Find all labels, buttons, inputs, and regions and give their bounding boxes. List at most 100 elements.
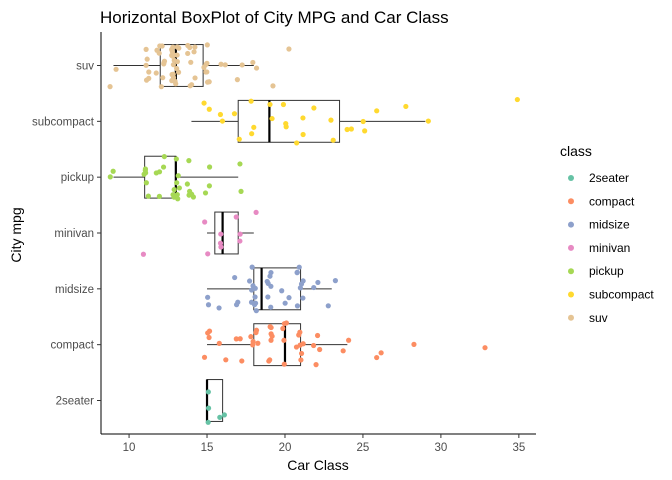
data-point	[236, 136, 242, 142]
data-point	[237, 238, 243, 244]
data-point	[234, 77, 240, 83]
data-point	[268, 337, 274, 343]
data-point	[317, 346, 323, 353]
data-point	[143, 62, 149, 68]
data-point	[169, 46, 175, 53]
data-point	[315, 279, 321, 286]
data-point	[110, 168, 116, 174]
data-point	[161, 60, 167, 66]
data-point	[253, 65, 260, 71]
data-point	[249, 264, 255, 270]
data-point	[201, 64, 207, 70]
data-point	[411, 341, 417, 347]
data-point	[186, 158, 192, 164]
data-point	[113, 66, 119, 72]
data-point	[184, 181, 190, 187]
data-point	[268, 304, 274, 310]
y-tick-label: suv	[76, 61, 94, 73]
y-tick-label: midsize	[55, 284, 94, 296]
data-point	[330, 137, 336, 143]
y-tick-label: minivan	[54, 228, 94, 240]
data-point	[253, 308, 259, 314]
data-point	[206, 79, 212, 85]
data-point	[250, 59, 256, 66]
data-point	[156, 50, 162, 56]
data-point	[325, 303, 331, 309]
data-point	[143, 77, 150, 83]
data-point	[294, 140, 300, 146]
data-point	[281, 361, 287, 367]
x-tick-label: 10	[123, 442, 136, 454]
data-point	[249, 131, 255, 137]
data-point	[314, 332, 321, 339]
data-point	[192, 75, 198, 81]
data-point	[175, 69, 182, 75]
data-point	[161, 153, 167, 160]
points-compact	[201, 320, 488, 368]
x-tick-label: 30	[434, 442, 447, 454]
data-point	[205, 419, 211, 425]
data-point	[205, 294, 211, 300]
data-point	[250, 342, 256, 348]
legend-label-2seater: 2seater	[589, 171, 629, 185]
data-point	[159, 43, 165, 49]
y-tick-label: pickup	[61, 172, 94, 184]
data-point	[170, 74, 177, 81]
data-point	[332, 278, 338, 284]
data-point	[174, 180, 180, 186]
data-point	[146, 69, 152, 75]
data-point	[253, 329, 259, 336]
data-point	[156, 193, 162, 199]
data-point	[173, 81, 179, 87]
data-point	[298, 350, 305, 357]
data-point	[204, 42, 210, 48]
data-point	[218, 61, 224, 67]
data-point	[187, 44, 193, 51]
box-rect-suv	[159, 44, 204, 87]
data-point	[205, 405, 212, 411]
data-point	[140, 251, 147, 257]
data-point	[298, 357, 304, 363]
data-point	[311, 105, 317, 111]
data-point	[267, 273, 273, 279]
box-rect-subcompact	[237, 99, 341, 143]
x-tick-label: 35	[512, 442, 525, 454]
data-point	[205, 302, 212, 308]
legend-label-suv: suv	[589, 311, 608, 325]
data-point	[374, 354, 380, 361]
y-axis: 2seater compact midsize minivan pickup subcom…	[32, 32, 102, 434]
data-point	[191, 49, 197, 55]
data-point	[231, 111, 238, 117]
data-point	[248, 334, 254, 340]
data-point	[286, 295, 292, 301]
data-point	[267, 101, 273, 108]
points-subcompact	[201, 96, 520, 146]
data-point	[482, 345, 488, 351]
box-suv	[113, 44, 254, 87]
data-point	[248, 98, 254, 104]
data-point	[218, 244, 224, 250]
data-point	[143, 46, 149, 52]
data-point	[294, 303, 301, 309]
data-point	[144, 56, 150, 62]
data-point	[362, 128, 368, 134]
data-point	[265, 294, 271, 300]
data-point	[311, 342, 317, 349]
legend-label-subcompact: subcompact	[589, 288, 654, 302]
data-point	[202, 190, 209, 196]
legend-title: class	[560, 143, 592, 159]
x-tick-label: 25	[357, 442, 370, 454]
data-point	[216, 340, 222, 346]
data-point	[175, 196, 181, 202]
data-point	[298, 281, 305, 287]
legend: class 2seater compact midsize minivan pickup…	[560, 143, 654, 325]
data-point	[294, 269, 300, 275]
data-point	[216, 305, 222, 311]
data-point	[253, 209, 259, 215]
legend-label-pickup: pickup	[589, 264, 624, 278]
data-point	[297, 329, 303, 335]
data-point	[107, 84, 113, 90]
data-point	[237, 161, 243, 167]
x-tick-label: 20	[279, 442, 292, 454]
data-point	[280, 325, 286, 332]
